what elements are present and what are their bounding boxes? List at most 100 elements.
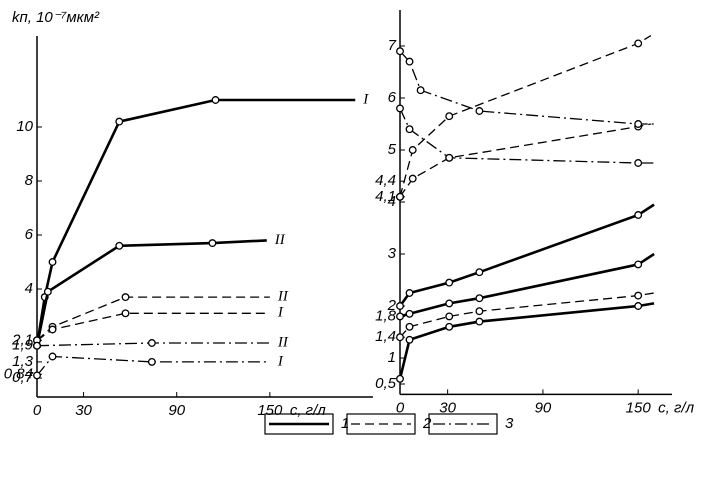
y-tick-label: 10 bbox=[16, 118, 33, 135]
point bbox=[475, 268, 484, 277]
curve bbox=[398, 302, 655, 380]
y-tick-label: 0,84 bbox=[4, 365, 33, 382]
point bbox=[634, 159, 643, 167]
y-tick-label: 1,8 bbox=[375, 307, 397, 324]
point bbox=[115, 117, 124, 126]
point bbox=[396, 192, 404, 201]
curve bbox=[35, 239, 267, 346]
point bbox=[396, 104, 404, 113]
y-tick-label: 4 bbox=[388, 193, 396, 210]
point bbox=[48, 258, 57, 266]
point bbox=[396, 302, 404, 310]
point bbox=[405, 322, 414, 331]
point bbox=[396, 333, 404, 342]
curve bbox=[399, 50, 655, 125]
curve bbox=[399, 292, 655, 338]
point bbox=[416, 86, 425, 95]
point bbox=[396, 47, 404, 56]
point bbox=[48, 325, 57, 334]
x-tick-label: 90 bbox=[168, 402, 185, 419]
x-tick-label: 0 bbox=[33, 402, 42, 419]
y-tick-label: 4,1 bbox=[375, 188, 396, 205]
legend-label: 3 bbox=[505, 415, 514, 432]
point bbox=[475, 307, 484, 316]
point bbox=[115, 241, 124, 250]
y-tick-label: 0,7 bbox=[12, 369, 34, 386]
y-tick-label: 4 bbox=[25, 280, 33, 297]
x-tick-label: 0 bbox=[396, 399, 405, 416]
point bbox=[121, 293, 130, 302]
curve bbox=[36, 312, 270, 341]
y-tick-label: 6 bbox=[25, 226, 34, 243]
x-tick-label: 30 bbox=[439, 399, 456, 416]
point bbox=[405, 57, 414, 66]
y-tick-label: 1,3 bbox=[12, 353, 34, 370]
point bbox=[121, 309, 130, 318]
y-tick-label: 5 bbox=[388, 141, 397, 158]
point bbox=[634, 291, 643, 300]
legend-label: 1 bbox=[341, 415, 349, 432]
curve-label: II bbox=[274, 232, 286, 248]
curve-label: I bbox=[362, 91, 369, 107]
y-axis-title: kп, 10⁻⁷мкм² bbox=[12, 9, 100, 26]
x-tick-label: 30 bbox=[75, 402, 92, 419]
y-tick-label: 6 bbox=[388, 89, 397, 106]
curve bbox=[35, 98, 356, 346]
curve bbox=[399, 35, 652, 197]
curve bbox=[36, 355, 270, 376]
curve bbox=[36, 296, 270, 341]
curve-label: I bbox=[277, 305, 284, 321]
point bbox=[147, 357, 156, 366]
legend-box bbox=[264, 413, 334, 435]
point bbox=[147, 339, 156, 347]
point bbox=[48, 352, 57, 361]
point bbox=[445, 299, 454, 308]
point bbox=[634, 39, 643, 48]
point bbox=[33, 341, 41, 350]
curve bbox=[398, 203, 655, 307]
curve-label: II bbox=[277, 289, 289, 305]
point bbox=[634, 260, 643, 269]
y-tick-label: 7 bbox=[388, 37, 397, 54]
point bbox=[43, 287, 52, 296]
y-tick-label: 1,9 bbox=[12, 337, 34, 354]
legend-box bbox=[346, 413, 416, 435]
point bbox=[634, 211, 643, 219]
y-tick-label: 1,4 bbox=[375, 328, 396, 345]
point bbox=[445, 153, 454, 162]
point bbox=[634, 120, 643, 128]
point bbox=[408, 174, 417, 183]
point bbox=[408, 146, 417, 154]
y-tick-label: 8 bbox=[25, 172, 34, 189]
point bbox=[445, 312, 454, 321]
y-tick-label: 0,5 bbox=[375, 375, 397, 392]
point bbox=[396, 374, 404, 383]
x-axis-title: c, г/л bbox=[290, 402, 326, 419]
curve-label: I bbox=[277, 353, 284, 369]
y-tick-label: 3 bbox=[388, 245, 397, 262]
x-tick-label: 90 bbox=[535, 399, 552, 416]
point bbox=[634, 302, 643, 310]
point bbox=[475, 294, 484, 303]
y-tick-label: 2 bbox=[387, 297, 397, 314]
point bbox=[445, 112, 454, 121]
point bbox=[33, 371, 41, 380]
x-tick-label: 150 bbox=[257, 402, 283, 419]
curve-label: II bbox=[277, 334, 289, 350]
point bbox=[405, 309, 414, 318]
point bbox=[405, 289, 414, 297]
point bbox=[405, 335, 414, 344]
point bbox=[405, 125, 414, 134]
point bbox=[396, 312, 404, 321]
point bbox=[475, 317, 484, 326]
x-tick-label: 150 bbox=[626, 399, 652, 416]
y-tick-label: 1 bbox=[388, 349, 396, 366]
point bbox=[475, 107, 484, 115]
point bbox=[211, 96, 220, 104]
x-axis-title: c, г/л bbox=[658, 399, 694, 416]
point bbox=[445, 322, 454, 331]
point bbox=[208, 239, 217, 248]
legend-box bbox=[428, 413, 498, 435]
legend-label: 2 bbox=[422, 415, 432, 432]
